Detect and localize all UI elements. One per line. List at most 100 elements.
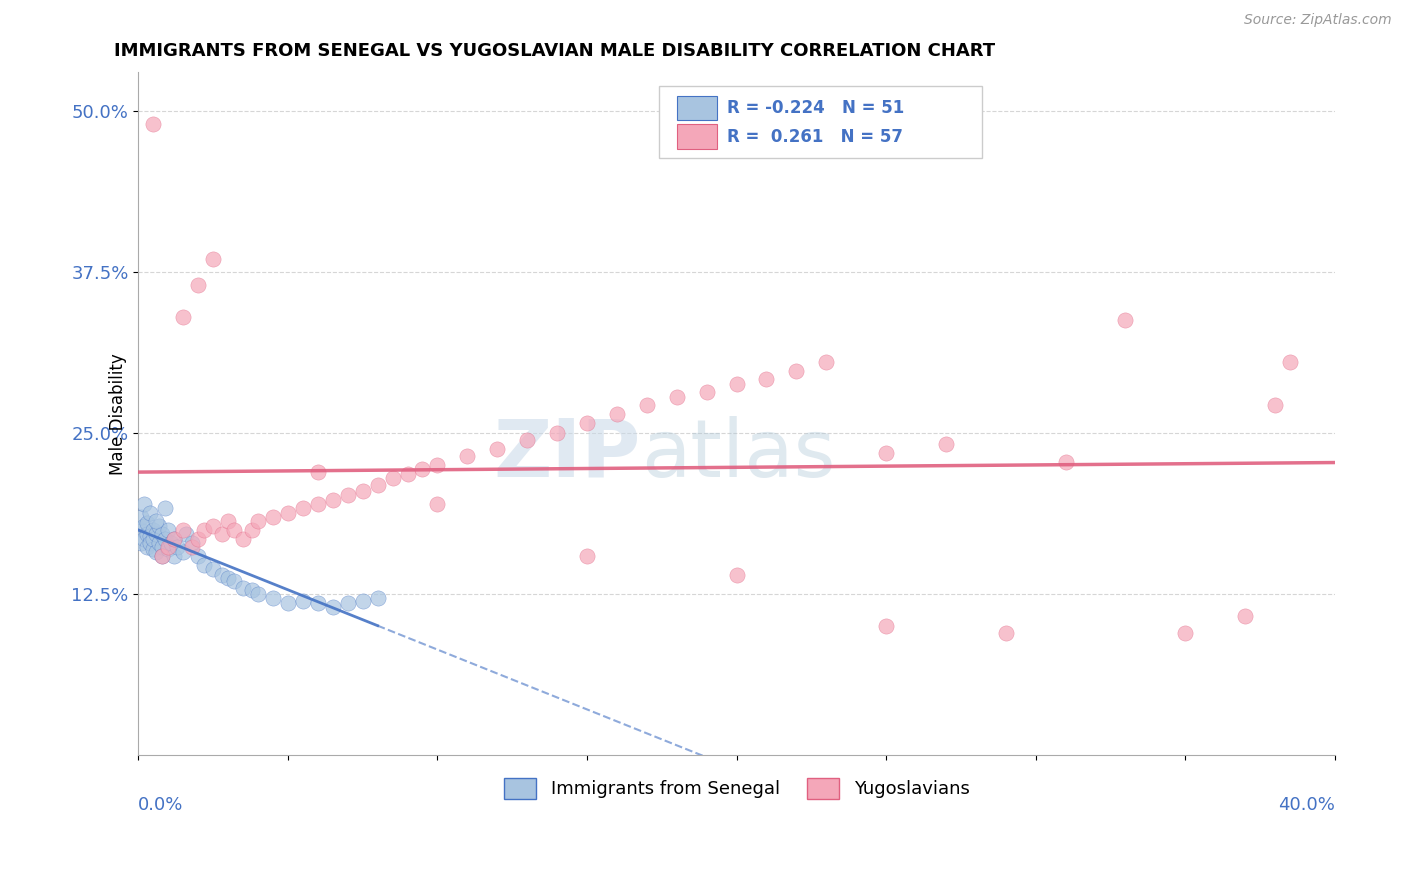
Point [1054, 454, 1077, 468]
Point [785, 364, 807, 378]
Text: 40.0%: 40.0% [1278, 797, 1334, 814]
Point [486, 442, 509, 456]
Point [157, 540, 180, 554]
Point [211, 526, 233, 541]
Text: R = -0.224   N = 51: R = -0.224 N = 51 [727, 99, 904, 117]
FancyBboxPatch shape [676, 95, 717, 120]
Point [145, 545, 167, 559]
Point [157, 523, 180, 537]
Point [142, 532, 165, 546]
Point [1264, 398, 1286, 412]
Point [575, 416, 598, 430]
Point [725, 568, 748, 582]
Point [157, 542, 180, 557]
Point [150, 540, 173, 554]
Point [426, 497, 449, 511]
Point [291, 500, 314, 515]
Point [367, 477, 389, 491]
Point [181, 535, 204, 549]
FancyBboxPatch shape [659, 87, 981, 158]
Point [181, 540, 204, 554]
Y-axis label: Male Disability: Male Disability [110, 353, 127, 475]
Point [725, 377, 748, 392]
Point [546, 426, 568, 441]
Text: Source: ZipAtlas.com: Source: ZipAtlas.com [1244, 13, 1392, 28]
Point [150, 549, 173, 563]
Point [307, 596, 329, 610]
Point [994, 626, 1017, 640]
Point [187, 532, 209, 546]
Point [516, 433, 538, 447]
Point [172, 523, 194, 537]
Point [262, 510, 284, 524]
Point [456, 450, 478, 464]
Point [163, 532, 186, 546]
Point [136, 526, 159, 541]
Point [815, 355, 838, 369]
Point [1114, 313, 1136, 327]
Point [875, 445, 897, 459]
Text: IMMIGRANTS FROM SENEGAL VS YUGOSLAVIAN MALE DISABILITY CORRELATION CHART: IMMIGRANTS FROM SENEGAL VS YUGOSLAVIAN M… [114, 42, 995, 60]
Point [187, 549, 209, 563]
Point [148, 535, 170, 549]
Point [193, 558, 215, 572]
Point [322, 493, 344, 508]
Point [262, 591, 284, 606]
Point [381, 471, 404, 485]
Point [1234, 609, 1257, 624]
Point [163, 549, 186, 563]
Point [142, 117, 165, 131]
Point [145, 526, 167, 541]
Point [134, 532, 156, 546]
Point [240, 583, 263, 598]
Point [232, 532, 254, 546]
Point [166, 540, 188, 554]
Point [307, 497, 329, 511]
Point [336, 488, 359, 502]
Point [139, 535, 162, 549]
Point [134, 519, 156, 533]
Legend: Immigrants from Senegal, Yugoslavians: Immigrants from Senegal, Yugoslavians [495, 769, 979, 808]
Point [240, 523, 263, 537]
Point [172, 545, 194, 559]
Point [755, 372, 778, 386]
Point [222, 523, 245, 537]
Point [665, 390, 688, 404]
Point [160, 535, 183, 549]
Point [1174, 626, 1197, 640]
Text: R =  0.261   N = 57: R = 0.261 N = 57 [727, 128, 903, 145]
Point [150, 549, 173, 563]
Point [935, 436, 957, 450]
Point [232, 581, 254, 595]
Point [187, 278, 209, 293]
Point [411, 462, 433, 476]
Point [148, 519, 170, 533]
Point [696, 384, 718, 399]
Point [155, 532, 177, 546]
Point [211, 568, 233, 582]
Point [291, 593, 314, 607]
Point [426, 458, 449, 473]
Point [163, 532, 186, 546]
Point [145, 514, 167, 528]
Point [202, 519, 225, 533]
Point [636, 398, 658, 412]
Point [131, 535, 153, 549]
Point [142, 523, 165, 537]
Point [142, 542, 165, 557]
Point [150, 526, 173, 541]
Point [222, 574, 245, 589]
Point [136, 516, 159, 531]
Point [352, 484, 374, 499]
Point [606, 407, 628, 421]
Point [202, 252, 225, 267]
Point [246, 587, 269, 601]
Point [202, 561, 225, 575]
Point [875, 619, 897, 633]
Point [174, 526, 197, 541]
Point [352, 593, 374, 607]
Point [277, 506, 299, 520]
Point [134, 497, 156, 511]
Point [367, 591, 389, 606]
Point [155, 500, 177, 515]
